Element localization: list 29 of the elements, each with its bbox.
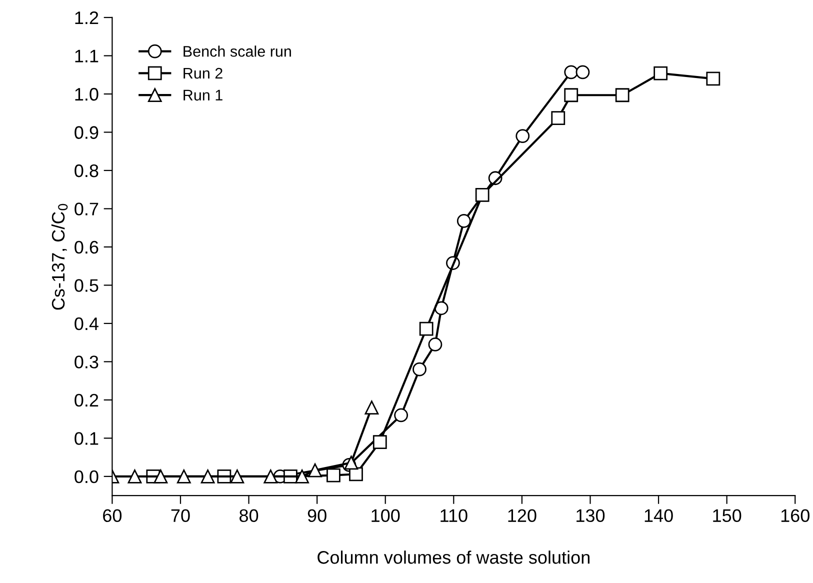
x-tick-label: 90 — [308, 509, 326, 522]
x-tick-label: 120 — [508, 509, 536, 522]
x-tick-label: 160 — [781, 509, 810, 522]
y-tick-label: 0.8 — [74, 164, 98, 178]
y-tick-label: 0.5 — [74, 279, 98, 292]
y-tick-label: 1.2 — [75, 11, 98, 24]
y-tick-label: 1.1 — [75, 50, 98, 62]
y-tick-label: 0.0 — [74, 470, 98, 484]
x-tick-label: 150 — [713, 509, 742, 522]
x-axis-title: Column volumes of waste solution — [318, 550, 590, 564]
y-tick-label: 0.7 — [74, 202, 98, 216]
y-tick-label: 0.4 — [74, 317, 98, 330]
legend-label: Bench scale run — [184, 46, 291, 57]
x-tick-label: 130 — [576, 509, 605, 522]
x-tick-label: 110 — [440, 509, 468, 522]
y-tick-label: 0.1 — [74, 432, 98, 445]
x-tick-label: 60 — [103, 509, 122, 522]
y-tick-label: 1.0 — [75, 88, 98, 101]
y-tick-label: 0.9 — [74, 126, 98, 139]
x-tick-label: 80 — [240, 509, 258, 522]
x-tick-label: 70 — [171, 509, 190, 522]
y-axis-title: Cs-137, C/C$_{0}$ — [51, 204, 68, 310]
legend-label: Run 2 — [184, 68, 222, 79]
y-tick-label: 0.6 — [74, 240, 98, 254]
x-tick-label: 100 — [372, 509, 400, 522]
y-tick-label: 0.2 — [74, 394, 98, 407]
legend-label: Run 1 — [184, 90, 222, 101]
x-tick-label: 140 — [644, 509, 673, 522]
y-tick-label: 0.3 — [74, 356, 98, 368]
